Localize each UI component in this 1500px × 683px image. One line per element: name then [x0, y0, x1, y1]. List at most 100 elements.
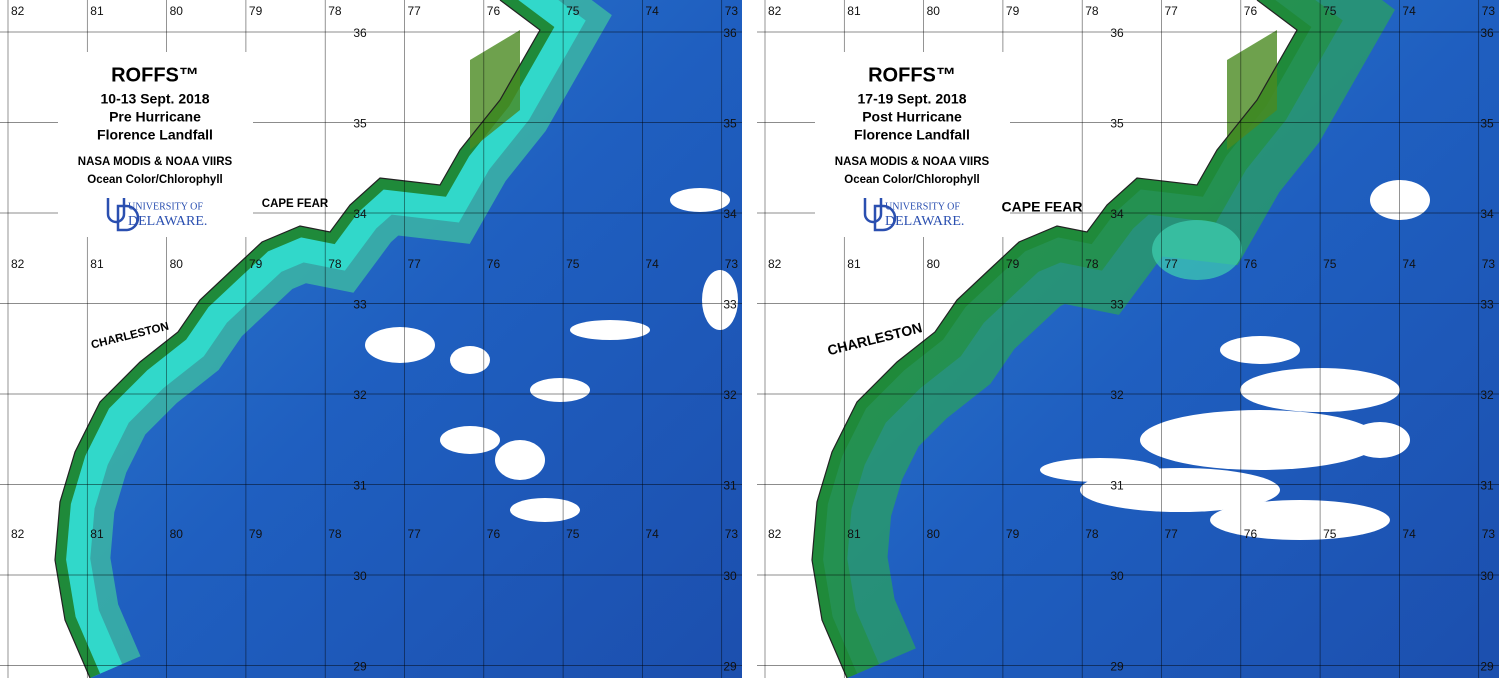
legend-title: ROFFS™ — [111, 64, 199, 86]
longitude-label: 74 — [645, 257, 659, 271]
longitude-label: 78 — [1085, 527, 1099, 541]
place-label: CAPE FEAR — [262, 198, 329, 210]
latitude-label: 29 — [723, 660, 737, 674]
longitude-label: 79 — [1006, 527, 1020, 541]
longitude-label: 81 — [90, 4, 104, 18]
cloud — [1370, 180, 1430, 220]
cloud — [450, 346, 490, 374]
sound — [1227, 30, 1277, 150]
latitude-label: 35 — [353, 117, 367, 131]
logo-top: UNIVERSITY OF — [128, 201, 203, 212]
longitude-label: 75 — [566, 4, 580, 18]
latitude-label: 34 — [723, 207, 737, 221]
latitude-label: 33 — [723, 298, 737, 312]
longitude-label: 74 — [645, 4, 659, 18]
cloud — [510, 498, 580, 522]
legend-dates: 17-19 Sept. 2018 — [858, 91, 967, 107]
cloud — [495, 440, 545, 480]
cloud — [1220, 336, 1300, 364]
ud-logo-mark — [863, 198, 897, 232]
latitude-label: 29 — [353, 660, 367, 674]
longitude-label: 81 — [90, 527, 104, 541]
longitude-label: 76 — [487, 4, 501, 18]
panel-content: 82 81 80 79 78 77 76 75 74 73 82 81 80 79 78 77 76 75 74 73… — [0, 0, 742, 678]
legend-event: Florence Landfall — [97, 127, 213, 143]
legend-product: Ocean Color/Chlorophyll — [87, 174, 222, 186]
longitude-label: 82 — [11, 257, 25, 271]
longitude-label: 78 — [328, 4, 342, 18]
legend-phase: Pre Hurricane — [109, 109, 201, 125]
latitude-label: 32 — [353, 388, 367, 402]
longitude-label: 80 — [927, 527, 941, 541]
latitude-label: 35 — [723, 117, 737, 131]
longitude-label: 77 — [1165, 257, 1179, 271]
latitude-label: 31 — [353, 479, 367, 493]
longitude-label: 76 — [1244, 527, 1258, 541]
logo-bottom: DELAWARE. — [885, 214, 964, 229]
latitude-label: 29 — [1110, 660, 1124, 674]
legend-source: NASA MODIS & NOAA VIIRS — [78, 156, 233, 168]
legend-source: NASA MODIS & NOAA VIIRS — [835, 156, 990, 168]
longitude-label: 74 — [1402, 527, 1416, 541]
place-label: CAPE FEAR — [1002, 199, 1083, 215]
longitude-label: 80 — [170, 527, 184, 541]
longitude-label: 76 — [487, 257, 501, 271]
longitude-label: 75 — [566, 257, 580, 271]
longitude-label: 79 — [249, 527, 263, 541]
longitude-label: 77 — [408, 257, 422, 271]
latitude-label: 33 — [1480, 298, 1494, 312]
longitude-label: 80 — [927, 257, 941, 271]
latitude-label: 30 — [1110, 569, 1124, 583]
legend-event: Florence Landfall — [854, 127, 970, 143]
longitude-label: 77 — [408, 527, 422, 541]
longitude-label: 79 — [1006, 4, 1020, 18]
latitude-label: 30 — [723, 569, 737, 583]
longitude-label: 73 — [1482, 257, 1496, 271]
longitude-label: 81 — [90, 257, 104, 271]
longitude-label: 82 — [11, 527, 25, 541]
longitude-label: 82 — [11, 4, 25, 18]
logo-top: UNIVERSITY OF — [885, 201, 960, 212]
longitude-label: 78 — [1085, 4, 1099, 18]
longitude-label: 82 — [768, 527, 782, 541]
longitude-label: 75 — [566, 527, 580, 541]
map-panel: 82 81 80 79 78 77 76 75 74 73 82 81 80 79 78 77 76 75 74 73… — [0, 0, 742, 678]
latitude-label: 35 — [1110, 117, 1124, 131]
longitude-label: 73 — [725, 4, 739, 18]
longitude-label: 80 — [927, 4, 941, 18]
logo-bottom: DELAWARE. — [128, 214, 207, 229]
legend-dates: 10-13 Sept. 2018 — [101, 91, 210, 107]
longitude-label: 77 — [408, 4, 422, 18]
cloud — [1210, 500, 1390, 540]
cloud — [530, 378, 590, 402]
cloud — [702, 270, 738, 330]
latitude-label: 32 — [1110, 388, 1124, 402]
latitude-label: 34 — [1480, 207, 1494, 221]
latitude-label: 35 — [1480, 117, 1494, 131]
legend-title: ROFFS™ — [868, 64, 956, 86]
latitude-label: 36 — [353, 26, 367, 40]
longitude-label: 78 — [1085, 257, 1099, 271]
panel-content: 82 81 80 79 78 77 76 75 74 73 82 81 80 79 78 77 76 75 74 73… — [757, 0, 1499, 678]
latitude-label: 33 — [1110, 298, 1124, 312]
latitude-label: 32 — [1480, 388, 1494, 402]
cloud — [670, 188, 730, 212]
longitude-label: 76 — [1244, 4, 1258, 18]
latitude-label: 31 — [723, 479, 737, 493]
longitude-label: 75 — [1323, 527, 1337, 541]
longitude-label: 78 — [328, 257, 342, 271]
ud-logo-mark — [106, 198, 140, 232]
sound — [470, 30, 520, 150]
longitude-label: 75 — [1323, 4, 1337, 18]
cloud — [1140, 410, 1380, 470]
latitude-label: 32 — [723, 388, 737, 402]
legend-product: Ocean Color/Chlorophyll — [844, 174, 979, 186]
cloud — [1350, 422, 1410, 458]
cloud — [440, 426, 500, 454]
longitude-label: 81 — [847, 257, 861, 271]
legend-box — [58, 52, 253, 237]
longitude-label: 73 — [1482, 4, 1496, 18]
legend-box — [815, 52, 1010, 237]
